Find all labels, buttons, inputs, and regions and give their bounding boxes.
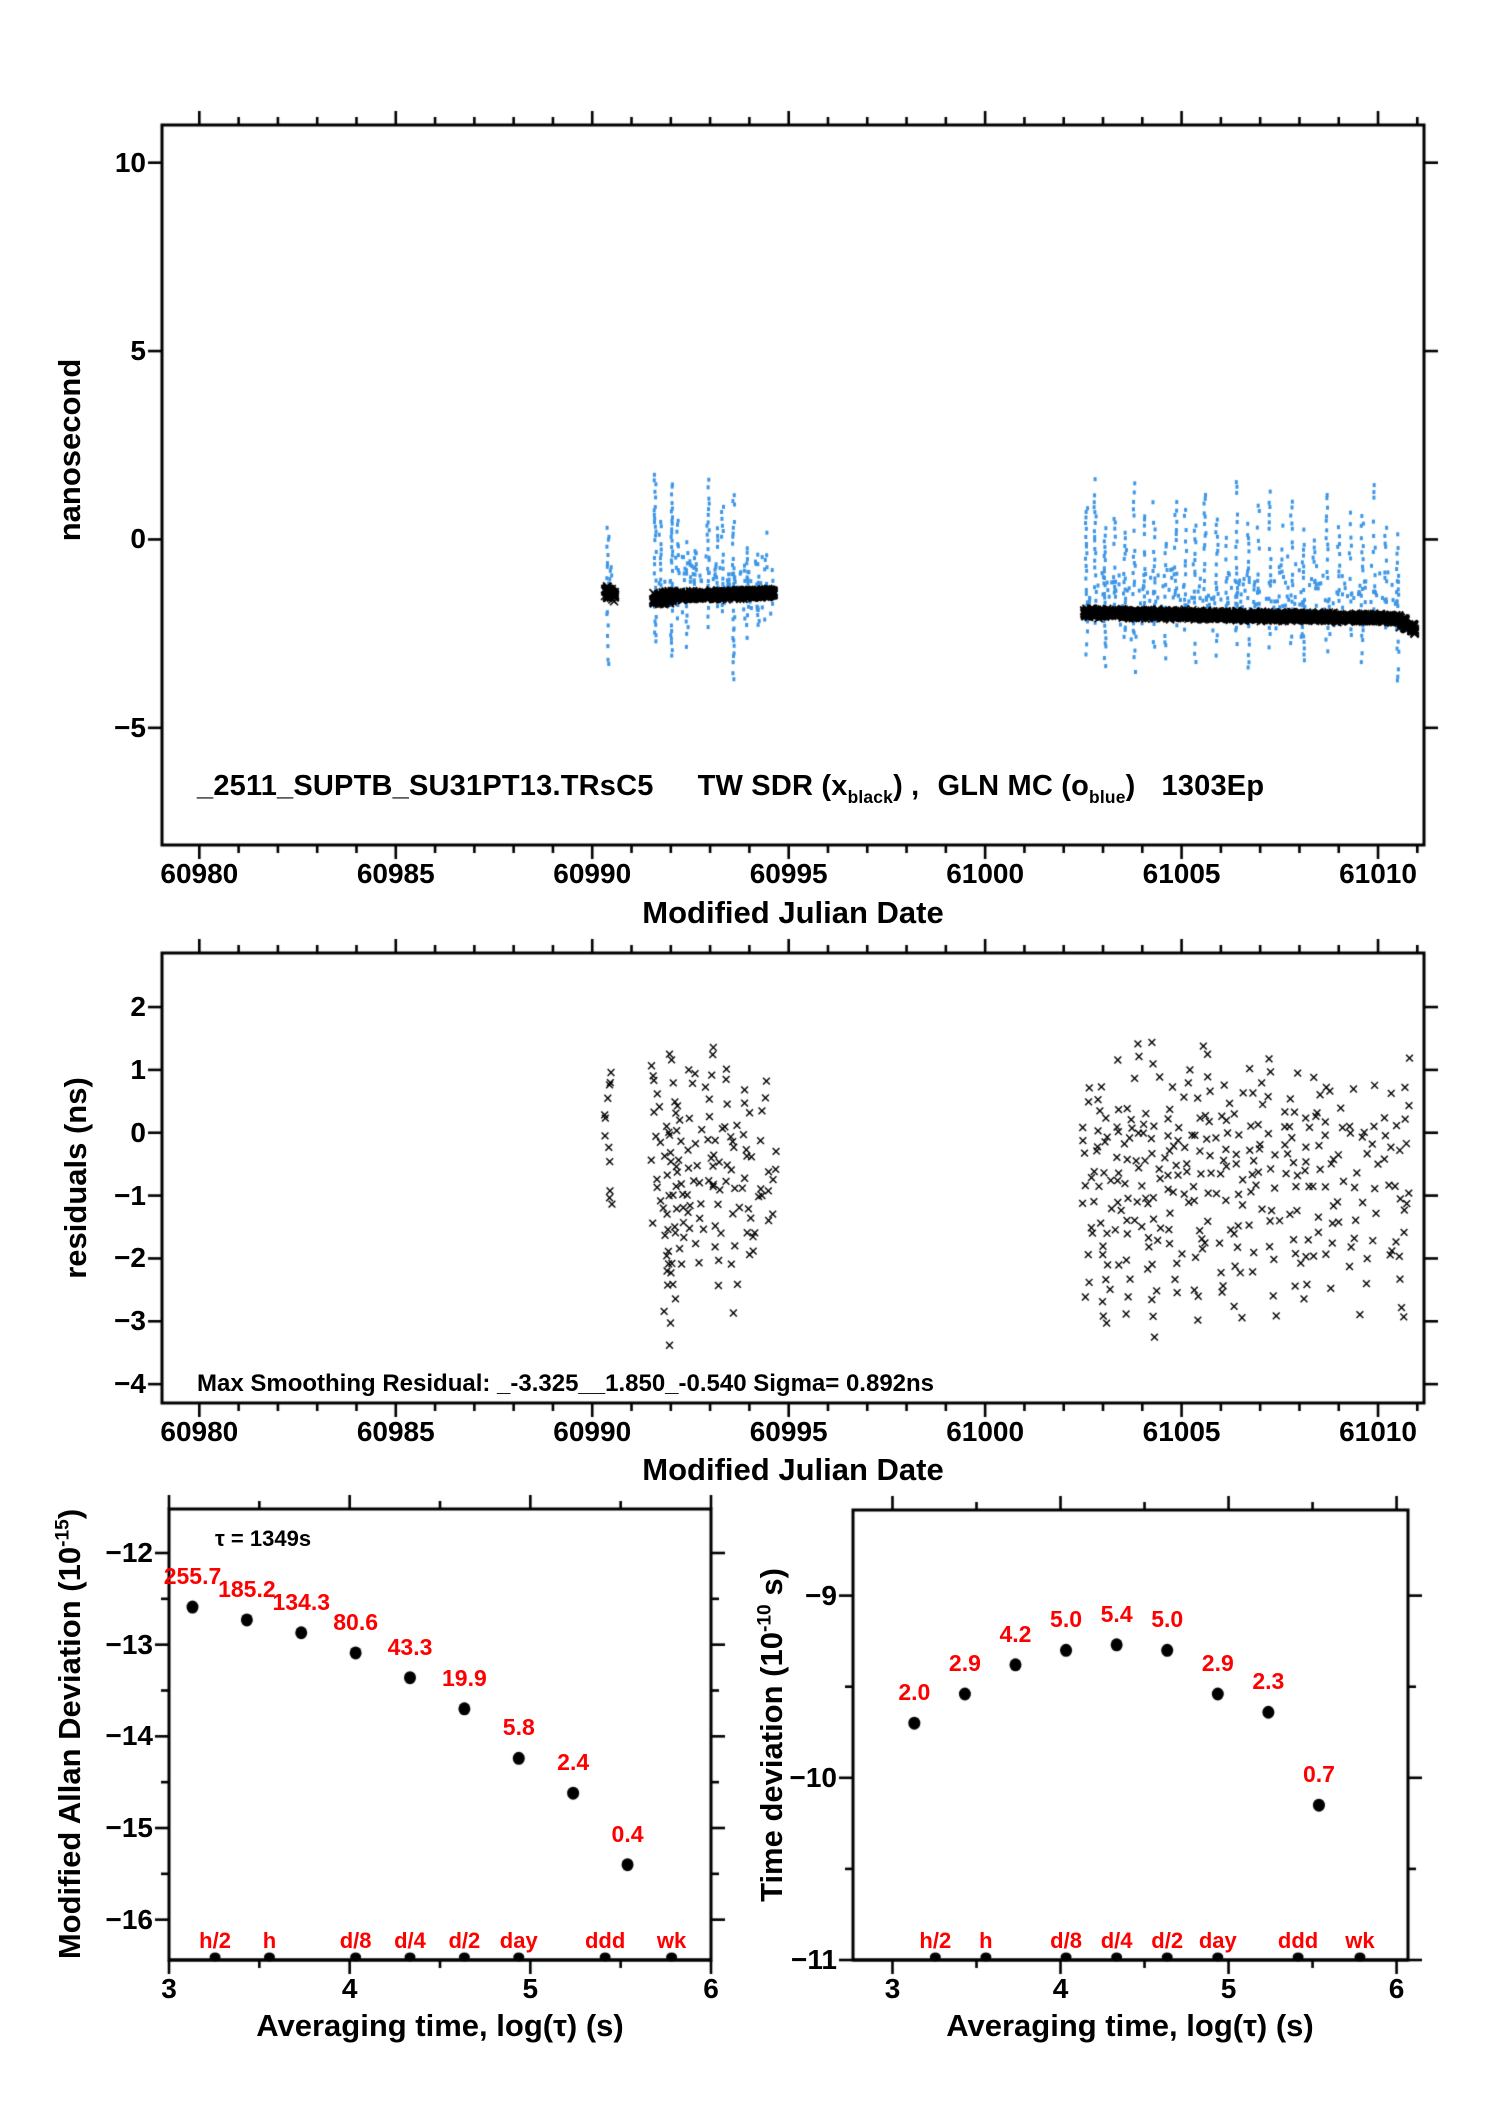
p4-ytick-−10: −10 [789,1761,838,1793]
p3-tau-label-h/2: h/2 [199,1928,231,1953]
p3-ytick-−12: −12 [105,1537,154,1568]
p4-tau-label-h: h [979,1928,993,1953]
p3-value-label-185.2: 185.2 [218,1575,276,1602]
p4-value-label-5.0: 5.0 [1050,1606,1083,1633]
p4-tau-label-wk: wk [1345,1928,1375,1953]
p4-tau-label-ddd: ddd [1277,1928,1319,1953]
p4-value-label-2.3: 2.3 [1252,1668,1285,1695]
p1-title-gln-sub: blue [1089,786,1126,807]
p2-xtick-60995: 60995 [749,1416,828,1447]
p3-x-axis-title: Averaging time, log(τ) (s) [256,2008,624,2043]
p3-y-axis-title-text: Modified Allan Deviation (10 [52,1546,87,1960]
p1-xtick-61000: 61000 [946,858,1025,889]
p1-title: _2511_SUPTB_SU31PT13.TRsC5 TW SDR (xblack… [197,770,1265,807]
p3-xtick-3: 3 [161,1973,177,2004]
p4-value-label-4.2: 4.2 [999,1620,1032,1647]
p1-xtick-60985: 60985 [356,858,435,889]
p2-ytick-2: 2 [130,991,146,1023]
p2-x-axis-title: Modified Julian Date [642,1452,944,1487]
p2-ytick-0: 0 [130,1116,146,1148]
p3-tau-label-d/8: d/8 [339,1928,372,1953]
p3-ytick-−16: −16 [105,1903,154,1935]
p1-title-tw: TW SDR (x [697,770,848,802]
p3-xtick-5: 5 [522,1973,539,2004]
p3-tau-label-d/4: d/4 [394,1928,426,1953]
p1-ytick-−5: −5 [114,711,146,743]
p2-xtick-61010: 61010 [1339,1416,1417,1447]
p1-x-axis-title: Modified Julian Date [642,895,944,930]
p4-tau-label-d/2: d/2 [1151,1928,1184,1953]
p4-value-label-5.0: 5.0 [1151,1606,1184,1633]
p2-annotation: Max Smoothing Residual: _-3.325__1.850_-… [197,1370,935,1397]
p2-ytick-−4: −4 [114,1368,146,1400]
p3-annotation: τ = 1349s [215,1526,312,1551]
p1-title-gln-close: ) [1125,770,1136,802]
p2-ytick-−1: −1 [114,1179,146,1211]
p1-xtick-60980: 60980 [160,858,239,889]
p3-tau-label-day: day [499,1928,538,1953]
p1-y-axis-title: nanosecond [52,358,87,542]
p4-xtick-5: 5 [1220,1973,1237,2004]
p2-xtick-61000: 61000 [946,1416,1025,1447]
p1-ytick-10: 10 [114,146,146,178]
p1-ytick-5: 5 [130,335,146,367]
p1-xtick-60990: 60990 [553,858,632,889]
p4-value-label-2.9: 2.9 [948,1650,981,1676]
p4-tau-label-d/4: d/4 [1100,1928,1133,1953]
p2-ytick-−3: −3 [114,1305,146,1337]
p4-tau-label-h/2: h/2 [919,1928,952,1953]
p4-tau-label-day: day [1198,1928,1237,1953]
p1-title-id: _2511_SUPTB_SU31PT13.TRsC5 [197,770,654,802]
p1-xtick-61005: 61005 [1142,858,1221,889]
p4-xtick-3: 3 [884,1973,901,2004]
p4-ytick-−11: −11 [791,1944,837,1975]
p4-value-label-2.0: 2.0 [898,1679,931,1706]
p3-value-label-19.9: 19.9 [441,1664,487,1691]
p4-x-axis-title: Averaging time, log(τ) (s) [946,2008,1314,2043]
p3-value-label-0.4: 0.4 [611,1820,644,1847]
p4-value-label-2.9: 2.9 [1201,1650,1234,1676]
p3-value-label-80.6: 80.6 [333,1608,379,1635]
p4-value-label-0.7: 0.7 [1302,1761,1335,1788]
p3-value-label-2.4: 2.4 [557,1749,590,1776]
p3-tau-label-wk: wk [656,1928,687,1953]
p2-xtick-60985: 60985 [356,1416,435,1447]
p3-xtick-6: 6 [703,1973,719,2004]
p3-value-label-255.7: 255.7 [163,1563,222,1590]
p4-xtick-4: 4 [1052,1973,1069,2004]
p1-title-gln: GLN MC (o [937,770,1090,802]
p1-xtick-60995: 60995 [749,858,828,889]
p3-tau-label-d/2: d/2 [448,1928,481,1953]
p4-value-label-5.4: 5.4 [1100,1600,1133,1627]
p3-xtick-4: 4 [341,1973,358,2004]
p3-value-label-134.3: 134.3 [272,1588,331,1615]
p3-value-label-5.8: 5.8 [502,1714,535,1741]
p3-tau-label-h: h [262,1928,277,1953]
p4-xtick-6: 6 [1388,1973,1405,2004]
p1-title-epoch: 1303Ep [1161,770,1265,802]
p1-xtick-61010: 61010 [1339,858,1417,889]
p3-value-label-43.3: 43.3 [387,1633,433,1660]
p2-xtick-61005: 61005 [1142,1416,1221,1447]
p4-ytick-−9: −9 [805,1579,837,1611]
p2-ytick-−2: −2 [114,1242,146,1274]
p3-ytick-−13: −13 [105,1628,154,1660]
p2-xtick-60980: 60980 [160,1416,239,1447]
p4-tau-label-d/8: d/8 [1050,1928,1082,1953]
p4-y-axis-title: Time deviation (10-10 s) [754,1568,790,1902]
p1-ytick-0: 0 [130,523,146,555]
p2-ytick-1: 1 [130,1053,146,1085]
p2-xtick-60990: 60990 [553,1416,632,1447]
p3-ytick-−14: −14 [105,1720,154,1752]
p1-title-tw-sub: black [847,786,894,807]
p1-title-tw-close: ) , [893,770,920,802]
p3-ytick-−15: −15 [105,1812,154,1843]
p3-tau-label-ddd: ddd [584,1928,626,1953]
p3-y-axis-title-close: ) [52,1508,87,1520]
